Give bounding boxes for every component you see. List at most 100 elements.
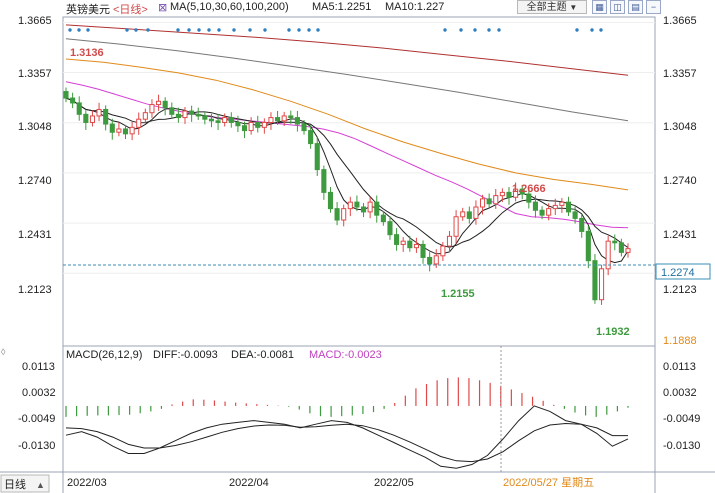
candle-body [347, 201, 353, 210]
price-tick-left-4: 1.2431 [18, 229, 52, 241]
candle-body [374, 201, 380, 216]
candle-body [354, 201, 360, 208]
candle-body [321, 169, 327, 193]
candle-body [334, 208, 340, 221]
signal-dot [599, 28, 603, 32]
price-tick-right-3: 1.2740 [663, 175, 697, 187]
signal-dot [86, 28, 90, 32]
symbol-title: 英镑美元 [66, 4, 110, 16]
candle-body [149, 104, 155, 114]
macd-dea-line [65, 422, 628, 463]
candle-body [546, 208, 552, 216]
period-button-frame[interactable] [0, 474, 50, 493]
price-tick-right-4: 1.2431 [663, 229, 697, 241]
candle-body [288, 115, 294, 119]
theme-select-button[interactable]: 全部主题 ▼ [517, 0, 587, 14]
signal-dot [590, 28, 594, 32]
signal-dot [443, 28, 447, 32]
ma-settings-icon[interactable]: ⊠ [158, 2, 168, 14]
signal-dot [575, 28, 579, 32]
ma5-line [65, 97, 629, 264]
macd-panel-frame [62, 345, 656, 473]
macd-diff: DIFF:-0.0093 [153, 349, 218, 361]
candle-body [367, 201, 373, 213]
candle-body [301, 123, 307, 132]
macd-header: MACD(26,12,9) DIFF:-0.0093 DEA:-0.0081 M… [66, 349, 382, 361]
candle-body [625, 248, 631, 253]
candle-body [83, 113, 89, 123]
macd-dea: DEA:-0.0081 [231, 349, 294, 361]
period-button[interactable]: 日线 ▲ [0, 474, 50, 493]
candle-body [222, 117, 228, 123]
macd-tick-right-2: -0.0049 [663, 413, 700, 425]
ma10-value: MA10:1.227 [385, 1, 445, 13]
date-tick-1: 2022/04 [229, 477, 269, 489]
signal-dot [297, 28, 301, 32]
candle-body [142, 112, 148, 120]
candle-body [96, 108, 102, 117]
price-tick-left-2: 1.3048 [18, 121, 52, 133]
candle-body [202, 115, 208, 120]
candle-body [433, 255, 439, 265]
signal-dot [217, 28, 221, 32]
signal-dot [134, 28, 138, 32]
candle-body [235, 121, 241, 127]
macd-axis: 0.0113 0.0032 -0.0049 -0.0130 0.0113 0.0… [18, 361, 700, 452]
macd-lines [65, 405, 629, 469]
candle-body [136, 118, 142, 128]
candle-body [360, 206, 367, 213]
candle-body [208, 118, 215, 122]
signal-dot [248, 28, 252, 32]
candle-body [559, 201, 565, 206]
candle-body [268, 117, 274, 123]
candle-body [156, 100, 162, 106]
price-tick-left-1: 1.3357 [18, 68, 52, 80]
candle-body [493, 195, 499, 205]
candle-body [327, 191, 334, 210]
signal-dot [146, 28, 150, 32]
macd-tick-right-0: 0.0113 [663, 361, 696, 373]
signal-dot [232, 28, 236, 32]
candle-body [532, 201, 538, 211]
candle-body [380, 214, 386, 223]
period-button-arrow-icon[interactable]: ▲ [36, 480, 45, 490]
candle-body [446, 235, 453, 247]
split-icon[interactable]: ◫ [610, 0, 625, 14]
candle-body [308, 130, 314, 145]
signal-dot [263, 28, 267, 32]
candle-body [565, 201, 572, 213]
candle-body [612, 240, 618, 244]
candle-body [552, 204, 558, 210]
ma100-line [65, 38, 629, 122]
candle-body [162, 100, 168, 109]
candle-body [486, 198, 492, 205]
layout-icon[interactable]: ▤ [628, 0, 643, 14]
price-tick-left-0: 1.3665 [18, 15, 52, 27]
candle-body [116, 128, 122, 133]
annotation-high: 1.3136 [70, 47, 104, 59]
period-button-label[interactable]: 日线 [4, 477, 26, 491]
current-price-label: 1.2274 [661, 267, 695, 279]
candle-body [599, 268, 605, 301]
grid-icon[interactable]: ▦ [592, 0, 607, 14]
macd-value: MACD:-0.0023 [309, 349, 382, 361]
candle-body [341, 208, 347, 221]
candle-body [618, 242, 624, 253]
candle-body [241, 125, 248, 132]
minus-icon[interactable]: − [646, 0, 661, 14]
candle-body [89, 115, 95, 123]
macd-tick-left-0: 0.0113 [22, 361, 55, 373]
price-tick-right-5: 1.2123 [663, 284, 697, 296]
candle-body [281, 115, 287, 122]
candle-body [76, 102, 82, 115]
theme-select-arrow-icon: ▼ [569, 3, 578, 12]
candle-body [592, 260, 598, 301]
price-tick-left-3: 1.2740 [18, 175, 52, 187]
ma10-line [65, 97, 629, 249]
price-tick-right-1: 1.3357 [663, 68, 697, 80]
signal-dot [187, 28, 191, 32]
candle-body [506, 191, 512, 198]
ma30-line [65, 81, 629, 229]
candle-body [248, 121, 254, 132]
date-tick-0: 2022/03 [67, 477, 107, 489]
